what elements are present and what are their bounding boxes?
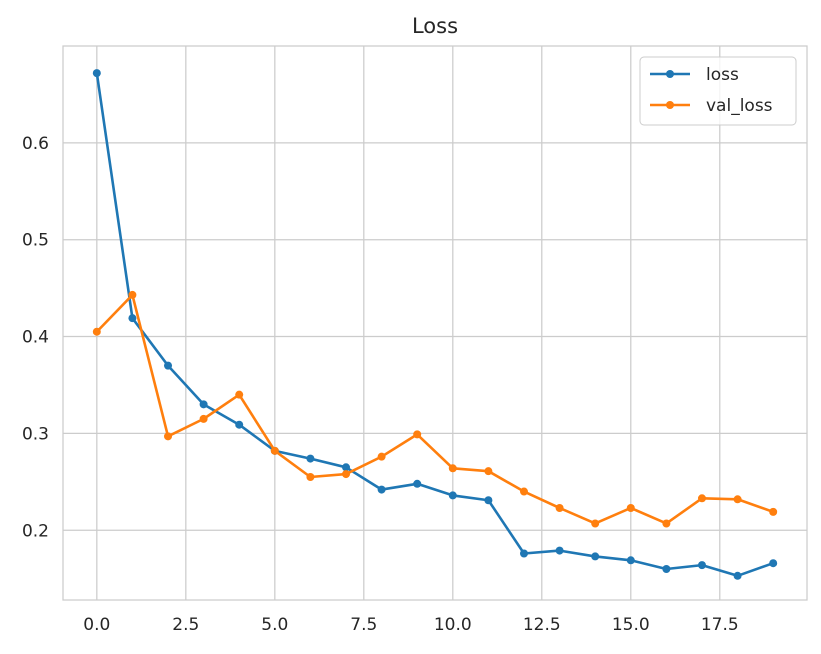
x-tick-label: 2.5	[172, 615, 199, 635]
y-tick-label: 0.5	[22, 231, 49, 251]
x-tick-label: 0.0	[83, 615, 110, 635]
series-line-loss	[95, 71, 775, 578]
legend-marker-loss	[666, 70, 674, 78]
series-layer	[92, 69, 778, 580]
data-point-loss	[626, 556, 635, 565]
data-point-val_loss	[128, 290, 137, 299]
data-point-loss	[413, 479, 422, 488]
x-tick-label: 17.5	[701, 615, 739, 635]
data-point-val_loss	[448, 464, 457, 473]
data-point-loss	[448, 491, 457, 500]
data-point-loss	[199, 400, 208, 409]
legend-marker-val_loss	[666, 101, 674, 109]
x-tick-label: 10.0	[434, 615, 472, 635]
data-point-val_loss	[270, 446, 279, 455]
plot-area	[63, 46, 807, 600]
data-point-val_loss	[662, 519, 671, 528]
y-tick-label: 0.2	[22, 521, 49, 541]
data-point-loss	[342, 463, 351, 472]
data-point-loss	[92, 69, 101, 78]
data-point-loss	[235, 420, 244, 429]
data-point-val_loss	[342, 470, 351, 479]
y-tick-label: 0.4	[22, 328, 49, 348]
data-point-val_loss	[92, 327, 101, 336]
legend-label: val_loss	[706, 96, 773, 116]
data-point-val_loss	[733, 495, 742, 504]
x-tick-label: 5.0	[261, 615, 288, 635]
data-point-loss	[733, 571, 742, 580]
data-point-loss	[591, 552, 600, 561]
data-point-loss	[697, 561, 706, 570]
data-point-val_loss	[555, 503, 564, 512]
x-tick-label: 7.5	[350, 615, 377, 635]
plot-frame	[62, 45, 808, 601]
data-point-loss	[164, 361, 173, 370]
data-point-loss	[306, 454, 315, 463]
y-axis-ticks: 0.2 0.3 0.4 0.5 0.6	[22, 134, 49, 541]
data-point-val_loss	[697, 494, 706, 503]
legend: loss val_loss	[639, 56, 797, 126]
data-point-val_loss	[484, 467, 493, 476]
data-point-loss	[769, 559, 778, 568]
data-point-loss	[519, 549, 528, 558]
y-tick-label: 0.6	[22, 134, 49, 154]
data-point-val_loss	[306, 472, 315, 481]
data-point-val_loss	[413, 430, 422, 439]
data-point-val_loss	[591, 519, 600, 528]
grid	[63, 46, 807, 600]
y-tick-label: 0.3	[22, 424, 49, 444]
legend-label: loss	[706, 65, 739, 85]
data-point-val_loss	[235, 390, 244, 399]
data-point-val_loss	[377, 452, 386, 461]
data-point-loss	[128, 314, 137, 323]
data-point-loss	[662, 565, 671, 574]
data-point-val_loss	[199, 414, 208, 423]
data-point-val_loss	[519, 487, 528, 496]
data-point-loss	[484, 496, 493, 505]
data-point-loss	[377, 485, 386, 494]
data-point-val_loss	[164, 432, 173, 441]
data-point-loss	[555, 546, 564, 555]
x-tick-label: 15.0	[612, 615, 650, 635]
data-point-val_loss	[626, 503, 635, 512]
data-point-val_loss	[769, 507, 778, 516]
x-axis-ticks: 0.0 2.5 5.0 7.5 10.0 12.5 15.0 17.5	[83, 615, 738, 635]
x-tick-label: 12.5	[523, 615, 561, 635]
series-line-val_loss	[95, 293, 775, 525]
chart-title: Loss	[412, 14, 458, 38]
